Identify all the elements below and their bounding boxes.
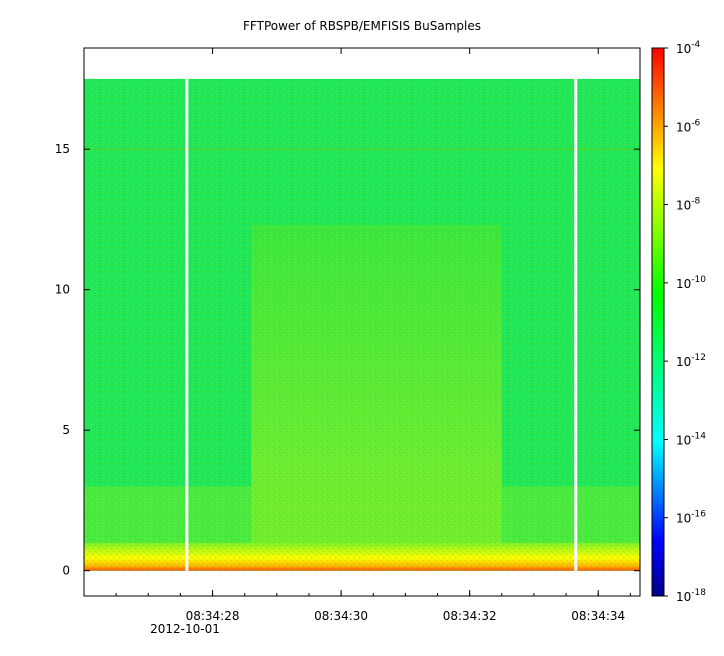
y-tick-label: 0 [62, 564, 70, 578]
x-date-label: 2012-10-01 [150, 622, 220, 636]
colorbar-gradient [651, 47, 665, 597]
heatmap-regions [84, 78, 640, 571]
colorbar-ticks: 10-4 10-6 10-8 10-10 10-12 10-14 10-16 10-18 [664, 40, 706, 604]
x-tick-label: 08:34:30 [314, 609, 368, 623]
x-tick-label: 08:34:34 [571, 609, 625, 623]
plot-area [84, 48, 640, 596]
colorbar-tick-label: 10-12 [676, 353, 706, 369]
colorbar-tick-label: 10-14 [676, 431, 706, 447]
colorbar-tick-label: 10-16 [676, 510, 706, 526]
heatmap-speckle-texture [84, 78, 640, 571]
y-tick-label: 10 [55, 283, 70, 297]
data-gaps [185, 78, 578, 571]
colorbar-tick-label: 10-4 [676, 40, 701, 56]
colorbar-tick-label: 10-10 [676, 275, 706, 291]
x-tick-label: 08:34:28 [186, 609, 240, 623]
chart-title: FFTPower of RBSPB/EMFISIS BuSamples [243, 19, 481, 33]
colorbar-tick-label: 10-8 [676, 197, 701, 213]
colorbar-tick-label: 10-18 [676, 588, 706, 604]
y-axis: 0 5 10 15 [55, 142, 640, 578]
plot-frame [83, 47, 641, 597]
colorbar-tick-label: 10-6 [676, 118, 701, 134]
colorbar: 10-4 10-6 10-8 10-10 10-12 10-14 10-16 10-18 [651, 40, 706, 604]
x-tick-label: 08:34:32 [443, 609, 497, 623]
x-axis: 08:34:28 08:34:30 08:34:32 08:34:34 [83, 48, 631, 623]
y-tick-label: 5 [62, 423, 70, 437]
y-tick-label: 15 [55, 142, 70, 156]
